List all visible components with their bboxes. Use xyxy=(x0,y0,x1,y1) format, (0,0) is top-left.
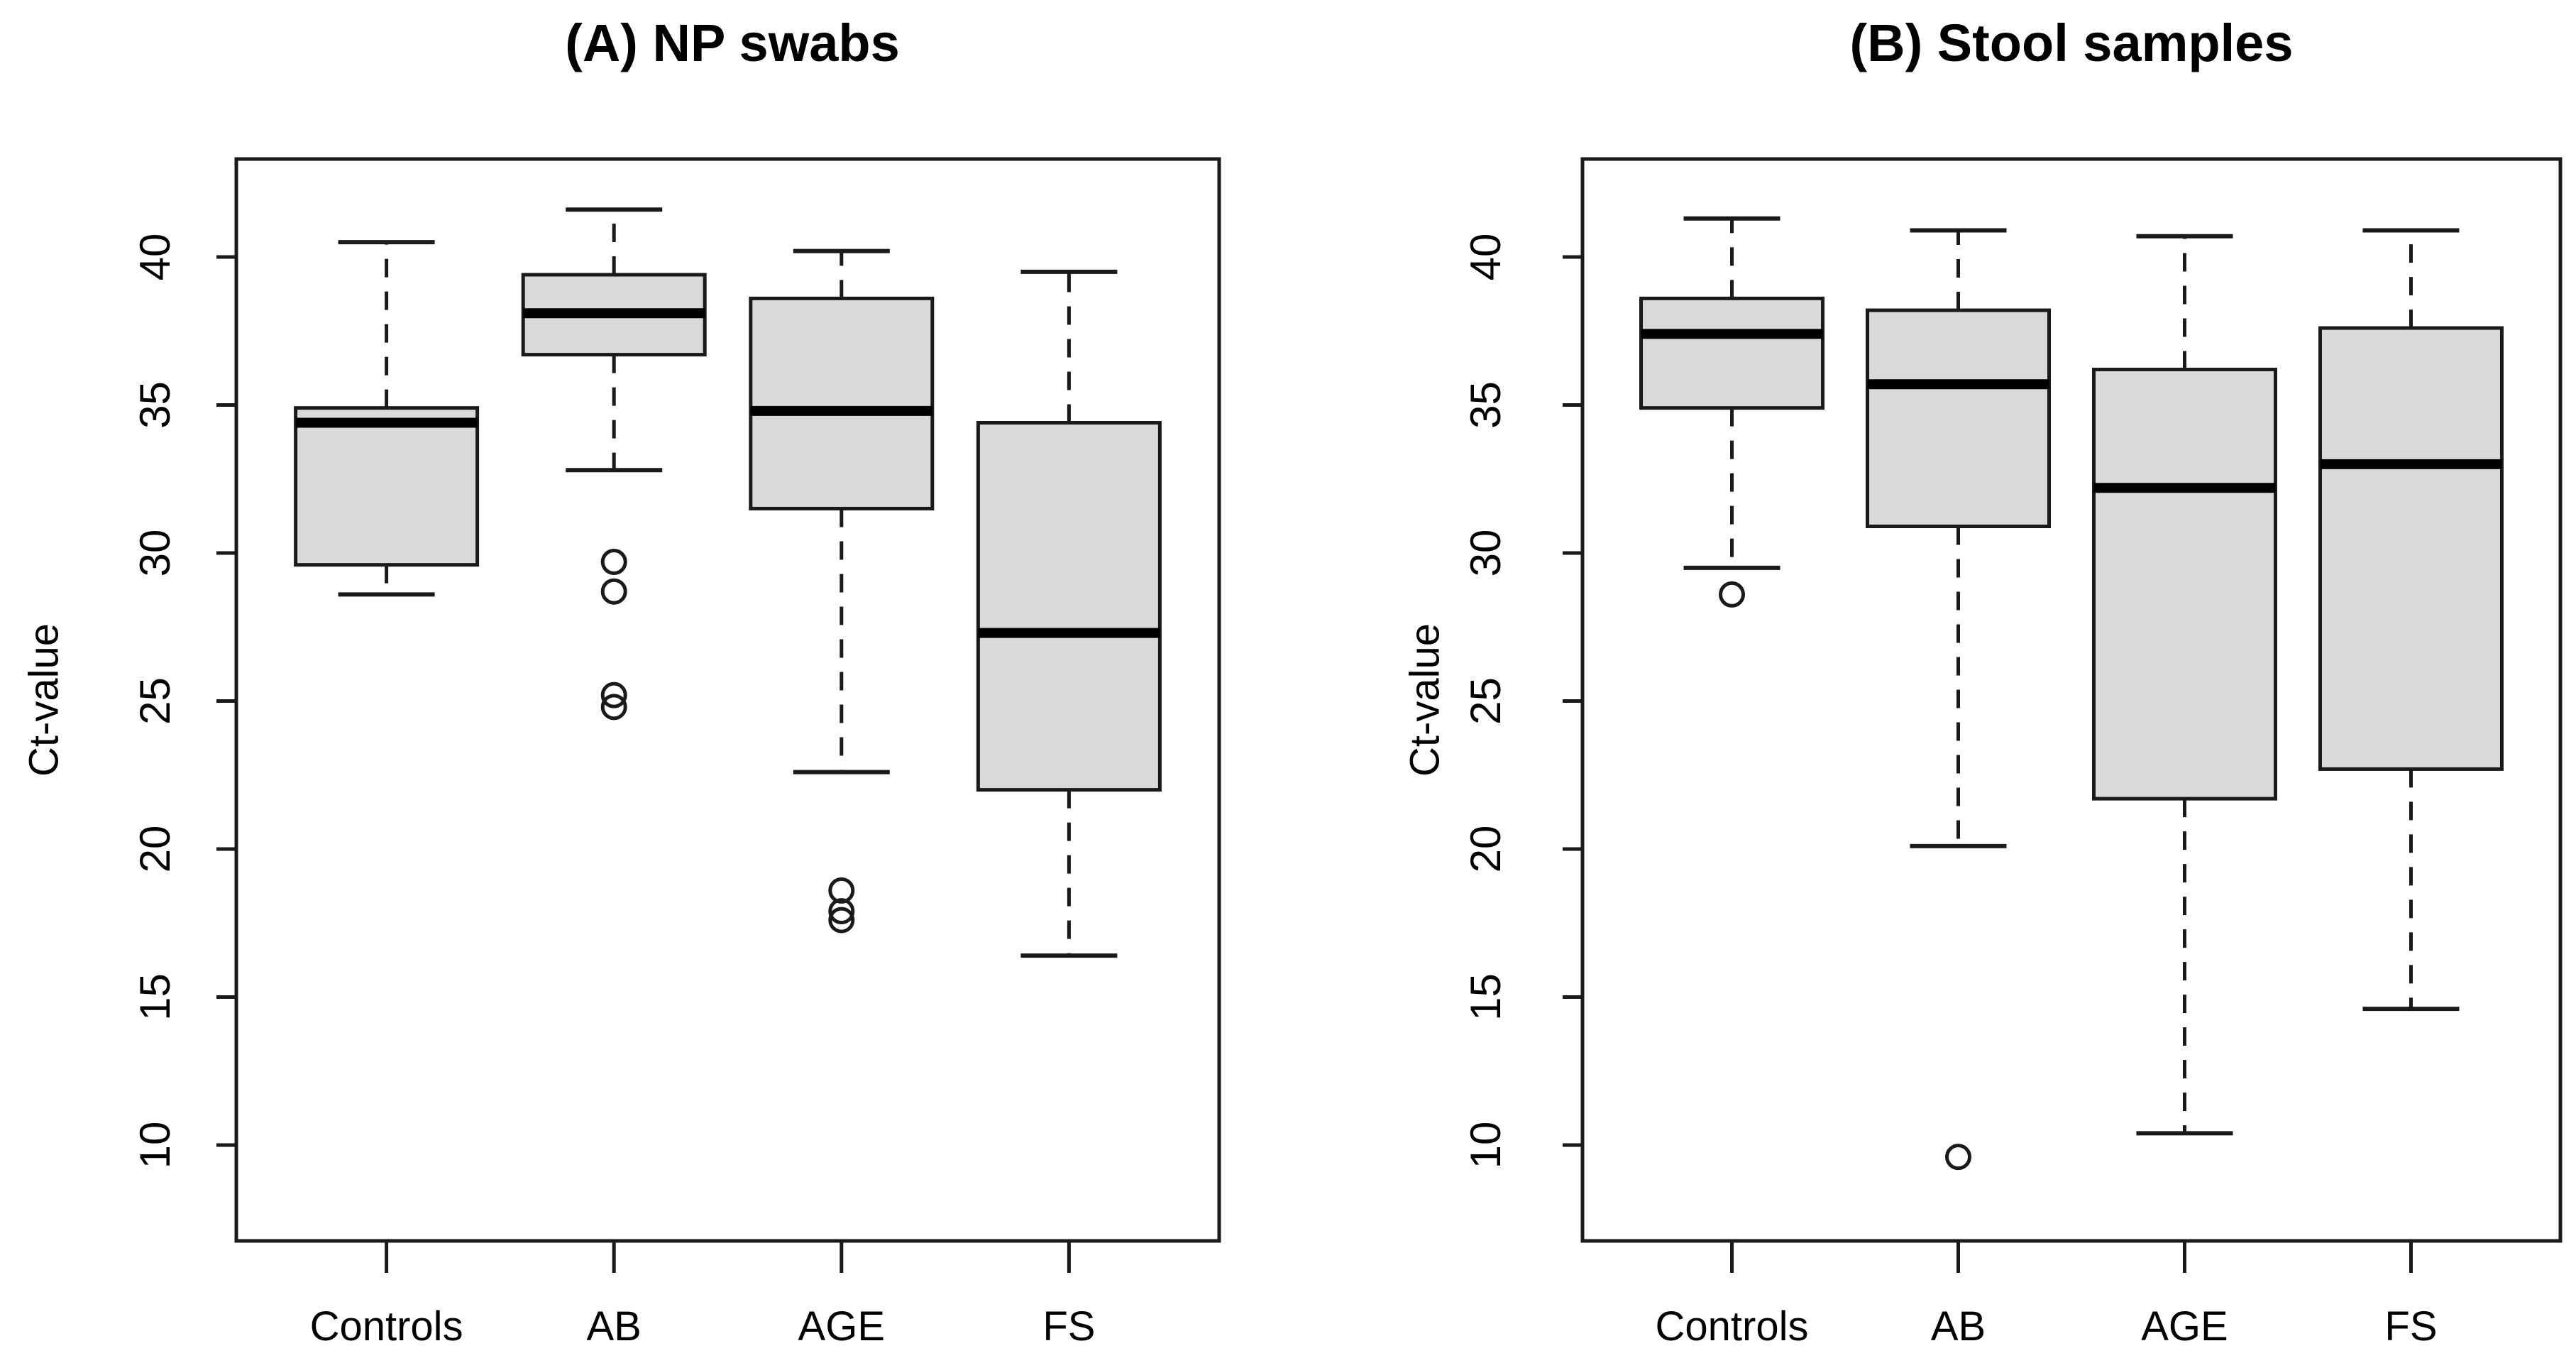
iqr-box xyxy=(2318,326,2504,771)
y-tick-label: 35 xyxy=(131,381,179,429)
iqr-box xyxy=(976,421,1162,792)
outlier-point xyxy=(600,682,627,708)
boxplot-ab-panel-b: AB xyxy=(1866,228,2052,1350)
panel-a-title: (A) NP swabs xyxy=(565,13,900,72)
outlier-point xyxy=(1719,581,1746,608)
y-tick-label: 10 xyxy=(131,1122,179,1169)
boxplot-fs-panel-b: FS xyxy=(2318,228,2504,1350)
outlier-point xyxy=(1945,1144,1972,1171)
y-tick-label: 40 xyxy=(131,234,179,281)
y-tick-label: 40 xyxy=(1462,234,1509,281)
x-tick-label: AGE xyxy=(2141,1303,2228,1350)
y-tick-label: 30 xyxy=(131,530,179,577)
panel-b: 10 15 20 25 30 35 40 Controls AB AGE FS xyxy=(1462,157,2563,1350)
x-tick-label: FS xyxy=(1042,1303,1095,1350)
panel-a: 10 15 20 25 30 35 40 Controls AB AGE FS xyxy=(131,157,1221,1350)
panel-a-y-axis-label: Ct-value xyxy=(21,623,67,777)
iqr-box xyxy=(749,296,935,510)
outlier-point xyxy=(600,694,627,721)
y-tick-label: 10 xyxy=(1462,1122,1509,1169)
x-tick-label: Controls xyxy=(310,1303,463,1350)
y-tick-label: 25 xyxy=(1462,677,1509,725)
y-tick-label: 30 xyxy=(1462,530,1509,577)
boxplot-ab-panel-a: AB xyxy=(521,207,707,1350)
y-tick-label: 20 xyxy=(131,826,179,873)
x-tick-label: FS xyxy=(2384,1303,2437,1350)
boxplot-age-panel-a: AGE xyxy=(749,248,935,1350)
x-tick-label: AGE xyxy=(798,1303,886,1350)
iqr-box xyxy=(294,406,480,567)
outlier-point xyxy=(600,578,627,605)
boxplot-fs-panel-a: FS xyxy=(976,269,1162,1350)
y-tick-label: 25 xyxy=(131,677,179,725)
x-tick-label: AB xyxy=(587,1303,642,1350)
boxplot-age-panel-b: AGE xyxy=(2091,234,2277,1350)
y-tick-label: 15 xyxy=(131,973,179,1021)
y-tick-label: 20 xyxy=(1462,826,1509,873)
outlier-point xyxy=(828,898,855,925)
outlier-point xyxy=(828,907,855,934)
boxplot-controls-panel-b: Controls xyxy=(1639,216,1825,1350)
panel-b-y-axis-label: Ct-value xyxy=(1402,623,1448,777)
boxplot-controls-panel-a: Controls xyxy=(294,240,480,1350)
y-tick-label: 15 xyxy=(1462,973,1509,1021)
x-tick-label: Controls xyxy=(1656,1303,1809,1350)
iqr-box xyxy=(2091,367,2277,801)
iqr-box xyxy=(1639,296,1825,410)
y-tick-label: 35 xyxy=(1462,381,1509,429)
outlier-point xyxy=(600,549,627,576)
iqr-box xyxy=(1866,308,2052,528)
x-tick-label: AB xyxy=(1931,1303,1986,1350)
outlier-point xyxy=(828,877,855,904)
panel-b-title: (B) Stool samples xyxy=(1849,13,2294,72)
